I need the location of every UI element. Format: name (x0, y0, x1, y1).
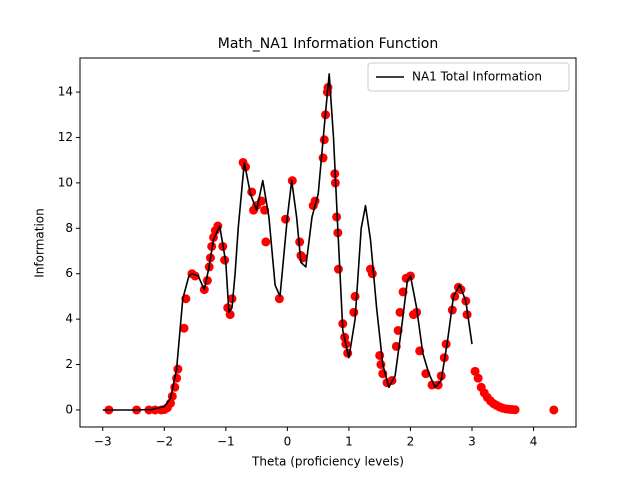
point (319, 135, 329, 145)
point (261, 237, 271, 247)
x-tick-label: 2 (407, 435, 415, 449)
point (274, 294, 284, 304)
point (510, 405, 520, 415)
y-tick-label: 4 (65, 312, 73, 326)
point (549, 405, 559, 415)
point (318, 153, 328, 163)
x-tick-label: −2 (155, 435, 173, 449)
x-tick-label: −3 (94, 435, 112, 449)
y-tick-label: 8 (65, 221, 73, 235)
point (227, 294, 237, 304)
point (350, 291, 360, 301)
chart-title: Math_NA1 Information Function (218, 36, 438, 52)
point (473, 373, 483, 383)
point (179, 323, 189, 333)
point (395, 307, 405, 317)
x-tick-label: 4 (530, 435, 538, 449)
line (102, 73, 473, 411)
y-tick-label: 12 (58, 130, 73, 144)
y-axis-label: Information (33, 208, 47, 277)
point (470, 366, 480, 376)
y-tick-label: 14 (58, 85, 73, 99)
legend-box (367, 62, 570, 92)
x-tick-label: 3 (468, 435, 476, 449)
point (349, 307, 359, 317)
point (281, 214, 291, 224)
point (333, 264, 343, 274)
x-tick-label: −1 (217, 435, 235, 449)
x-axis-label: Theta (proficiency levels) (251, 455, 404, 469)
x-tick-label: 1 (345, 435, 353, 449)
y-tick-label: 0 (65, 402, 73, 416)
y-tick-label: 2 (65, 357, 73, 371)
y-tick-label: 10 (58, 175, 73, 189)
plot-frame (79, 57, 577, 428)
point (367, 269, 377, 279)
x-tick-label: 0 (284, 435, 292, 449)
legend-label: NA1 Total Information (412, 70, 542, 84)
y-tick-label: 6 (65, 266, 73, 280)
point (173, 364, 183, 374)
point (225, 310, 235, 320)
point (441, 339, 451, 349)
